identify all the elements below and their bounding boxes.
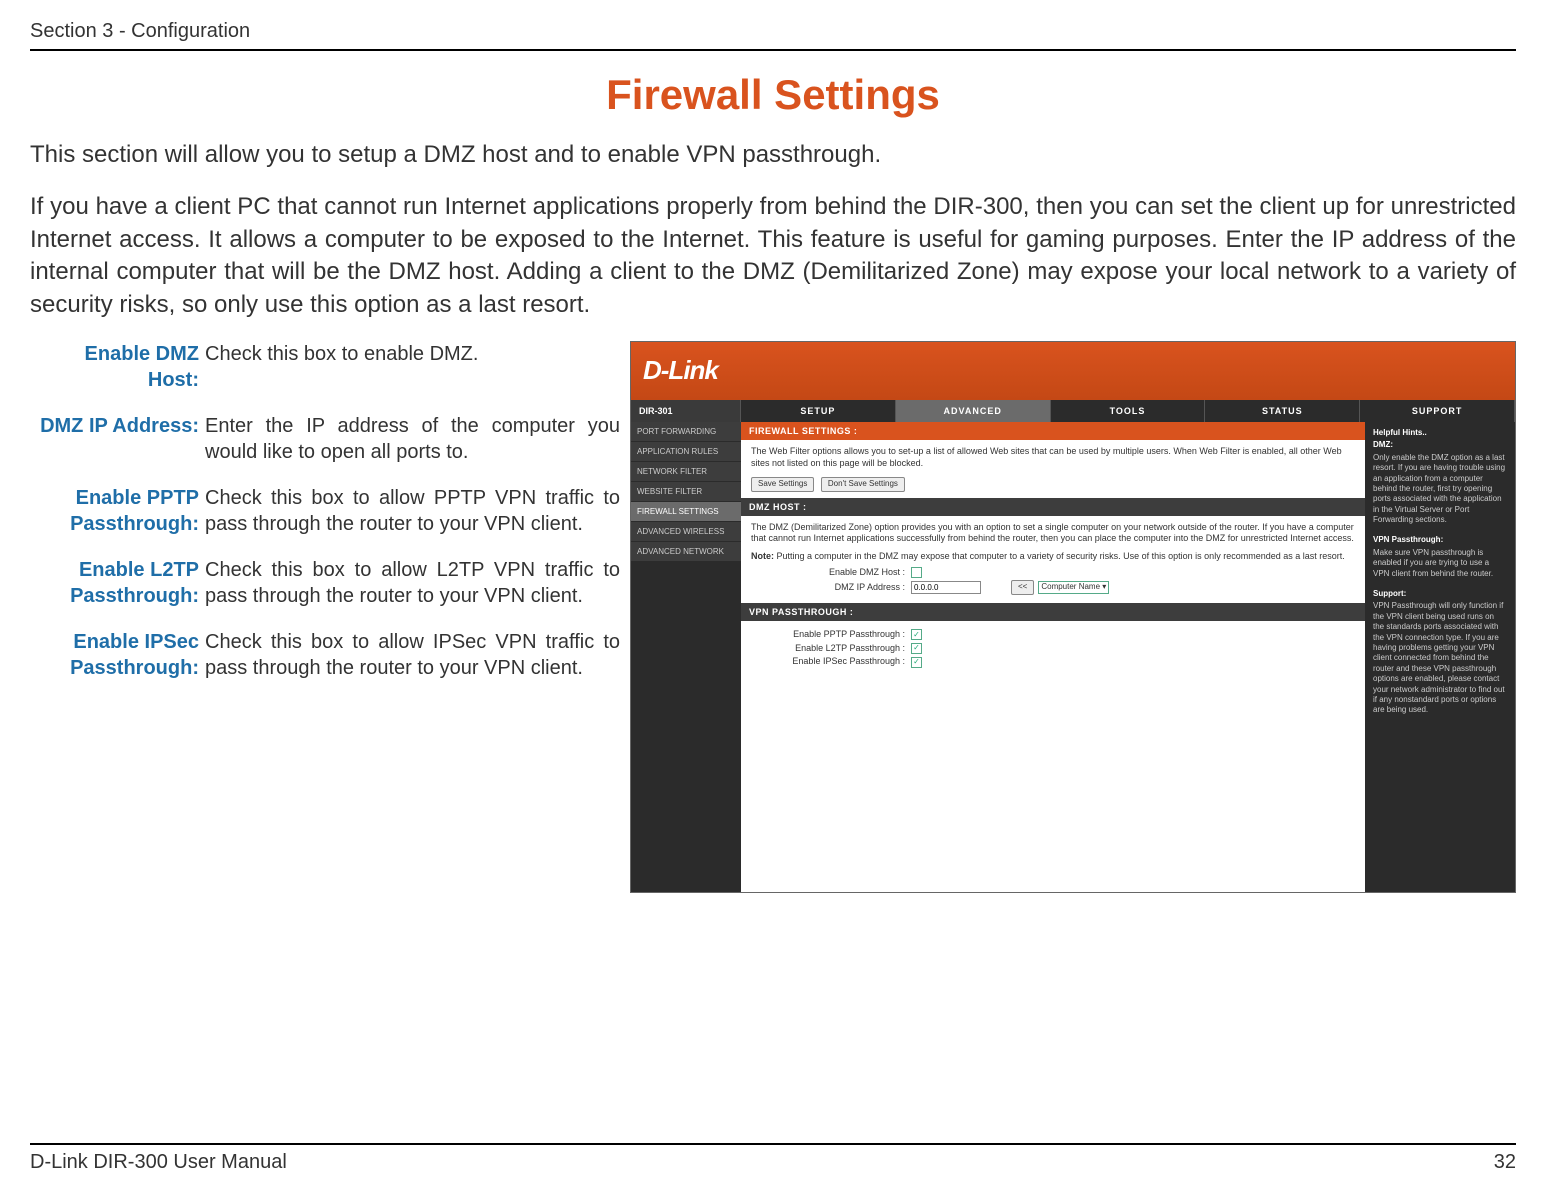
sidebar-item-advanced-wireless[interactable]: ADVANCED WIRELESS <box>631 522 741 542</box>
tab-advanced[interactable]: ADVANCED <box>896 400 1051 422</box>
ss-topbar: D-Link <box>631 342 1515 400</box>
sidebar-item-firewall-settings[interactable]: FIREWALL SETTINGS <box>631 502 741 522</box>
sidebar-item-network-filter[interactable]: NETWORK FILTER <box>631 462 741 482</box>
def-desc: Check this box to enable DMZ. <box>205 341 620 393</box>
hint-support-head: Support: <box>1373 589 1507 599</box>
def-label: Enable DMZ Host: <box>30 341 205 393</box>
ss-hints-panel: Helpful Hints.. DMZ: Only enable the DMZ… <box>1365 422 1515 892</box>
l2tp-label: Enable L2TP Passthrough : <box>751 643 911 655</box>
enable-dmz-checkbox[interactable] <box>911 567 922 578</box>
section-header: Section 3 - Configuration <box>30 20 1516 43</box>
def-ipsec: Enable IPSec Passthrough: Check this box… <box>30 629 620 681</box>
panel-firewall-settings-body: The Web Filter options allows you to set… <box>741 440 1365 498</box>
pptp-checkbox[interactable]: ✓ <box>911 629 922 640</box>
footer-divider <box>30 1143 1516 1145</box>
l2tp-checkbox[interactable]: ✓ <box>911 643 922 654</box>
select-value: Computer Name <box>1041 582 1100 592</box>
tab-support[interactable]: SUPPORT <box>1360 400 1515 422</box>
copy-name-button[interactable]: << <box>1011 580 1034 594</box>
dmz-ip-label: DMZ IP Address : <box>751 582 911 594</box>
ipsec-label: Enable IPSec Passthrough : <box>751 656 911 668</box>
sidebar-item-advanced-network[interactable]: ADVANCED NETWORK <box>631 542 741 562</box>
chevron-down-icon: ▾ <box>1102 582 1106 592</box>
hint-vpn-text: Make sure VPN passthrough is enabled if … <box>1373 548 1507 579</box>
def-label: Enable L2TP Passthrough: <box>30 557 205 609</box>
panel-vpn-head: VPN PASSTHROUGH : <box>741 603 1365 621</box>
hint-vpn-head: VPN Passthrough: <box>1373 535 1507 545</box>
tab-tools[interactable]: TOOLS <box>1051 400 1206 422</box>
panel-firewall-settings-head: FIREWALL SETTINGS : <box>741 422 1365 440</box>
note-label: Note: <box>751 551 774 561</box>
def-label: Enable PPTP Passthrough: <box>30 485 205 537</box>
panel-dmz-head: DMZ HOST : <box>741 498 1365 516</box>
note-text: Putting a computer in the DMZ may expose… <box>774 551 1345 561</box>
hint-support-text: VPN Passthrough will only function if th… <box>1373 601 1507 715</box>
definitions-list: Enable DMZ Host: Check this box to enabl… <box>30 341 620 893</box>
page-footer: D-Link DIR-300 User Manual 32 <box>30 1143 1516 1174</box>
tab-setup[interactable]: SETUP <box>741 400 896 422</box>
dmz-desc-text: The DMZ (Demilitarized Zone) option prov… <box>751 522 1355 545</box>
def-label: DMZ IP Address: <box>30 413 205 465</box>
router-ui-screenshot: D-Link DIR-301 SETUP ADVANCED TOOLS STAT… <box>630 341 1516 893</box>
def-label: Enable IPSec Passthrough: <box>30 629 205 681</box>
def-desc: Check this box to allow L2TP VPN traffic… <box>205 557 620 609</box>
footer-manual-title: D-Link DIR-300 User Manual <box>30 1151 287 1174</box>
ss-body: PORT FORWARDING APPLICATION RULES NETWOR… <box>631 422 1515 892</box>
save-settings-button[interactable]: Save Settings <box>751 477 814 491</box>
ss-sidebar: PORT FORWARDING APPLICATION RULES NETWOR… <box>631 422 741 892</box>
ss-nav-row: DIR-301 SETUP ADVANCED TOOLS STATUS SUPP… <box>631 400 1515 422</box>
header-divider <box>30 49 1516 51</box>
ipsec-checkbox[interactable]: ✓ <box>911 657 922 668</box>
dlink-logo: D-Link <box>643 355 718 386</box>
sidebar-item-port-forwarding[interactable]: PORT FORWARDING <box>631 422 741 442</box>
def-dmz-host: Enable DMZ Host: Check this box to enabl… <box>30 341 620 393</box>
dont-save-settings-button[interactable]: Don't Save Settings <box>821 477 905 491</box>
computer-name-select[interactable]: Computer Name ▾ <box>1038 581 1109 594</box>
tab-status[interactable]: STATUS <box>1205 400 1360 422</box>
def-desc: Enter the IP address of the computer you… <box>205 413 620 465</box>
panel-text: The Web Filter options allows you to set… <box>751 446 1355 469</box>
sidebar-item-application-rules[interactable]: APPLICATION RULES <box>631 442 741 462</box>
hint-dmz-head: DMZ: <box>1373 440 1507 450</box>
hints-heading: Helpful Hints.. <box>1373 428 1507 438</box>
def-desc: Check this box to allow PPTP VPN traffic… <box>205 485 620 537</box>
sidebar-item-website-filter[interactable]: WEBSITE FILTER <box>631 482 741 502</box>
def-l2tp: Enable L2TP Passthrough: Check this box … <box>30 557 620 609</box>
content-row: Enable DMZ Host: Check this box to enabl… <box>30 341 1516 893</box>
intro-paragraph-2: If you have a client PC that cannot run … <box>30 191 1516 321</box>
def-pptp: Enable PPTP Passthrough: Check this box … <box>30 485 620 537</box>
def-dmz-ip: DMZ IP Address: Enter the IP address of … <box>30 413 620 465</box>
ss-main: FIREWALL SETTINGS : The Web Filter optio… <box>741 422 1365 892</box>
hint-dmz-text: Only enable the DMZ option as a last res… <box>1373 453 1507 526</box>
panel-dmz-body: The DMZ (Demilitarized Zone) option prov… <box>741 516 1365 603</box>
pptp-label: Enable PPTP Passthrough : <box>751 629 911 641</box>
enable-dmz-label: Enable DMZ Host : <box>751 567 911 579</box>
dmz-ip-input[interactable] <box>911 581 981 594</box>
intro-paragraph-1: This section will allow you to setup a D… <box>30 139 1516 171</box>
panel-vpn-body: Enable PPTP Passthrough : ✓ Enable L2TP … <box>741 621 1365 676</box>
ss-model-label: DIR-301 <box>631 400 741 422</box>
footer-page-number: 32 <box>1494 1151 1516 1174</box>
def-desc: Check this box to allow IPSec VPN traffi… <box>205 629 620 681</box>
page-title: Firewall Settings <box>30 71 1516 119</box>
